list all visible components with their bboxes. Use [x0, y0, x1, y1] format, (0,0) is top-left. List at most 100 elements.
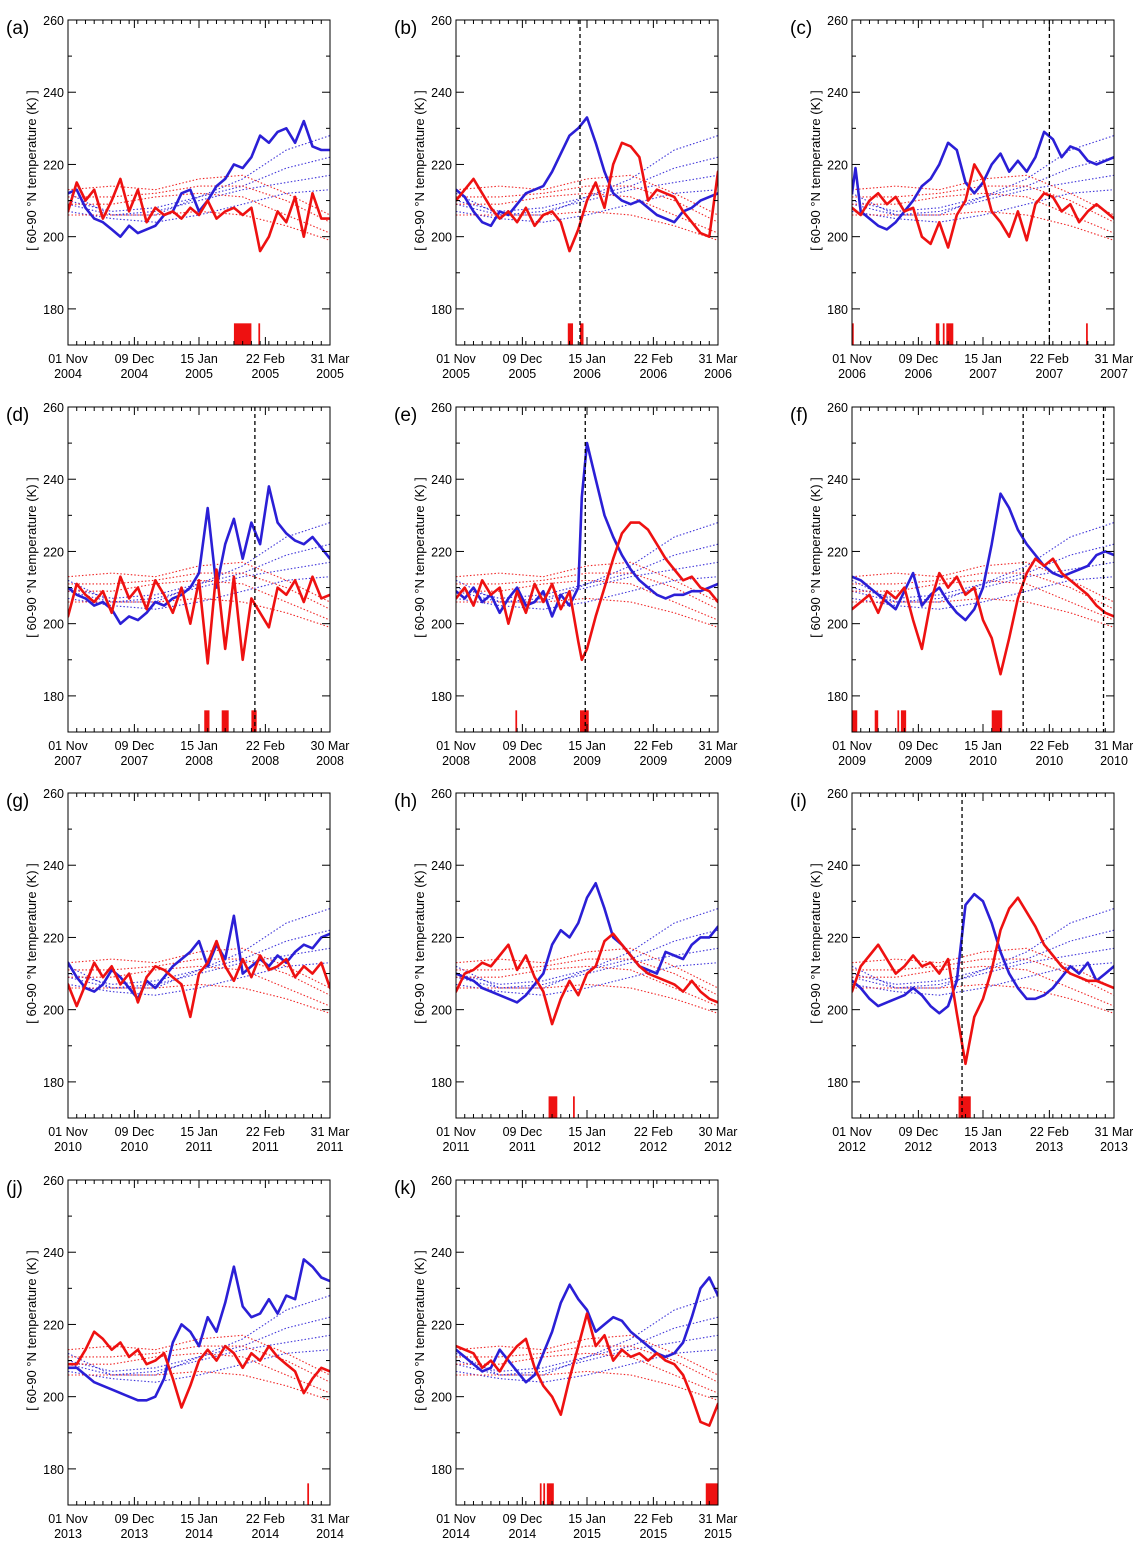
climatology-line-blue	[456, 561, 718, 603]
x-tick-year: 2006	[704, 367, 732, 381]
x-tick-label: 09 Dec	[503, 352, 543, 366]
y-tick-label: 220	[431, 545, 452, 559]
y-tick-label: 200	[827, 231, 848, 245]
x-tick-label: 15 Jan	[568, 352, 606, 366]
y-tick-label: 260	[431, 14, 452, 28]
panel-label: (a)	[6, 18, 29, 39]
y-tick-label: 220	[431, 158, 452, 172]
x-tick-label: 09 Dec	[503, 1125, 543, 1139]
panel-label: (g)	[6, 791, 29, 812]
series-line-blue	[456, 441, 718, 618]
series-group	[456, 1276, 718, 1427]
y-tick-label: 200	[43, 1004, 64, 1018]
x-tick-year: 2005	[442, 367, 470, 381]
x-tick-year: 2010	[1100, 754, 1128, 768]
x-tick-label: 22 Feb	[634, 1512, 673, 1526]
y-tick-label: 260	[43, 787, 64, 801]
y-tick-label: 240	[827, 473, 848, 487]
climatology-line-red	[852, 185, 1114, 223]
series-line-blue	[68, 119, 330, 238]
event-bar	[539, 1483, 542, 1505]
event-bar	[546, 1483, 554, 1505]
climatology-curves	[456, 135, 718, 241]
x-tick-label: 22 Feb	[1030, 1125, 1069, 1139]
event-bar	[852, 710, 858, 732]
x-tick-year: 2005	[316, 367, 344, 381]
y-axis-label: [ 60-90 °N temperature (K) ]	[808, 477, 823, 638]
climatology-line-blue	[68, 522, 330, 603]
x-tick-year: 2007	[54, 754, 82, 768]
event-bar	[580, 710, 589, 732]
x-tick-label: 22 Feb	[634, 739, 673, 753]
climatology-line-blue	[68, 156, 330, 212]
x-tick-year: 2008	[185, 754, 213, 768]
x-tick-year: 2009	[639, 754, 667, 768]
event-bar	[543, 1483, 546, 1505]
plot-frame	[455, 792, 719, 1119]
x-tick-year: 2010	[1035, 754, 1063, 768]
x-tick-label: 15 Jan	[568, 1125, 606, 1139]
x-tick-label: 09 Dec	[115, 739, 155, 753]
y-tick-label: 260	[827, 787, 848, 801]
y-tick-label: 240	[43, 859, 64, 873]
y-tick-label: 240	[43, 473, 64, 487]
event-bar	[852, 323, 854, 345]
climatology-line-blue	[456, 522, 718, 603]
y-tick-label: 240	[431, 473, 452, 487]
event-bar	[204, 710, 210, 732]
plot-frame	[455, 1179, 719, 1506]
climatology-line-blue	[68, 135, 330, 216]
x-tick-label: 01 Nov	[48, 352, 88, 366]
climatology-line-blue	[456, 908, 718, 989]
x-tick-year: 2007	[120, 754, 148, 768]
x-tick-label: 31 Mar	[311, 1125, 350, 1139]
event-bar	[958, 1096, 971, 1118]
climatology-line-red	[68, 572, 330, 610]
y-tick-label: 180	[431, 303, 452, 317]
event-bar	[874, 710, 879, 732]
x-tick-year: 2013	[54, 1527, 82, 1541]
climatology-line-red	[456, 1370, 718, 1401]
x-tick-label: 15 Jan	[964, 1125, 1002, 1139]
event-bar	[946, 323, 954, 345]
y-tick-label: 260	[43, 401, 64, 415]
x-tick-year: 2012	[704, 1140, 732, 1154]
y-tick-label: 200	[43, 1391, 64, 1405]
y-tick-label: 240	[431, 859, 452, 873]
x-tick-label: 31 Mar	[311, 1512, 350, 1526]
x-tick-year: 2013	[1100, 1140, 1128, 1154]
series-group	[456, 441, 718, 662]
x-tick-year: 2010	[54, 1140, 82, 1154]
y-tick-label: 180	[43, 1463, 64, 1477]
x-tick-year: 2008	[251, 754, 279, 768]
event-bar	[580, 323, 584, 345]
y-tick-label: 180	[43, 1076, 64, 1090]
y-tick-label: 200	[431, 231, 452, 245]
x-tick-label: 01 Nov	[436, 352, 476, 366]
y-tick-label: 260	[43, 1174, 64, 1188]
x-tick-label: 31 Mar	[1095, 739, 1133, 753]
x-tick-label: 22 Feb	[246, 739, 285, 753]
x-tick-year: 2013	[120, 1527, 148, 1541]
x-tick-year: 2015	[639, 1527, 667, 1541]
climatology-curves	[68, 135, 330, 241]
x-tick-label: 09 Dec	[899, 1125, 939, 1139]
climatology-line-blue	[456, 135, 718, 216]
x-tick-year: 2009	[573, 754, 601, 768]
x-tick-year: 2007	[969, 367, 997, 381]
panel-label: (e)	[394, 405, 417, 426]
y-tick-label: 180	[827, 303, 848, 317]
y-tick-label: 260	[431, 787, 452, 801]
x-tick-year: 2013	[1035, 1140, 1063, 1154]
climatology-curves	[456, 1295, 718, 1401]
x-tick-year: 2005	[508, 367, 536, 381]
climatology-line-red	[852, 572, 1114, 610]
event-bar	[935, 323, 940, 345]
y-tick-label: 240	[431, 86, 452, 100]
x-tick-label: 15 Jan	[180, 352, 218, 366]
climatology-line-blue	[456, 929, 718, 985]
plot-frame	[851, 792, 1115, 1119]
